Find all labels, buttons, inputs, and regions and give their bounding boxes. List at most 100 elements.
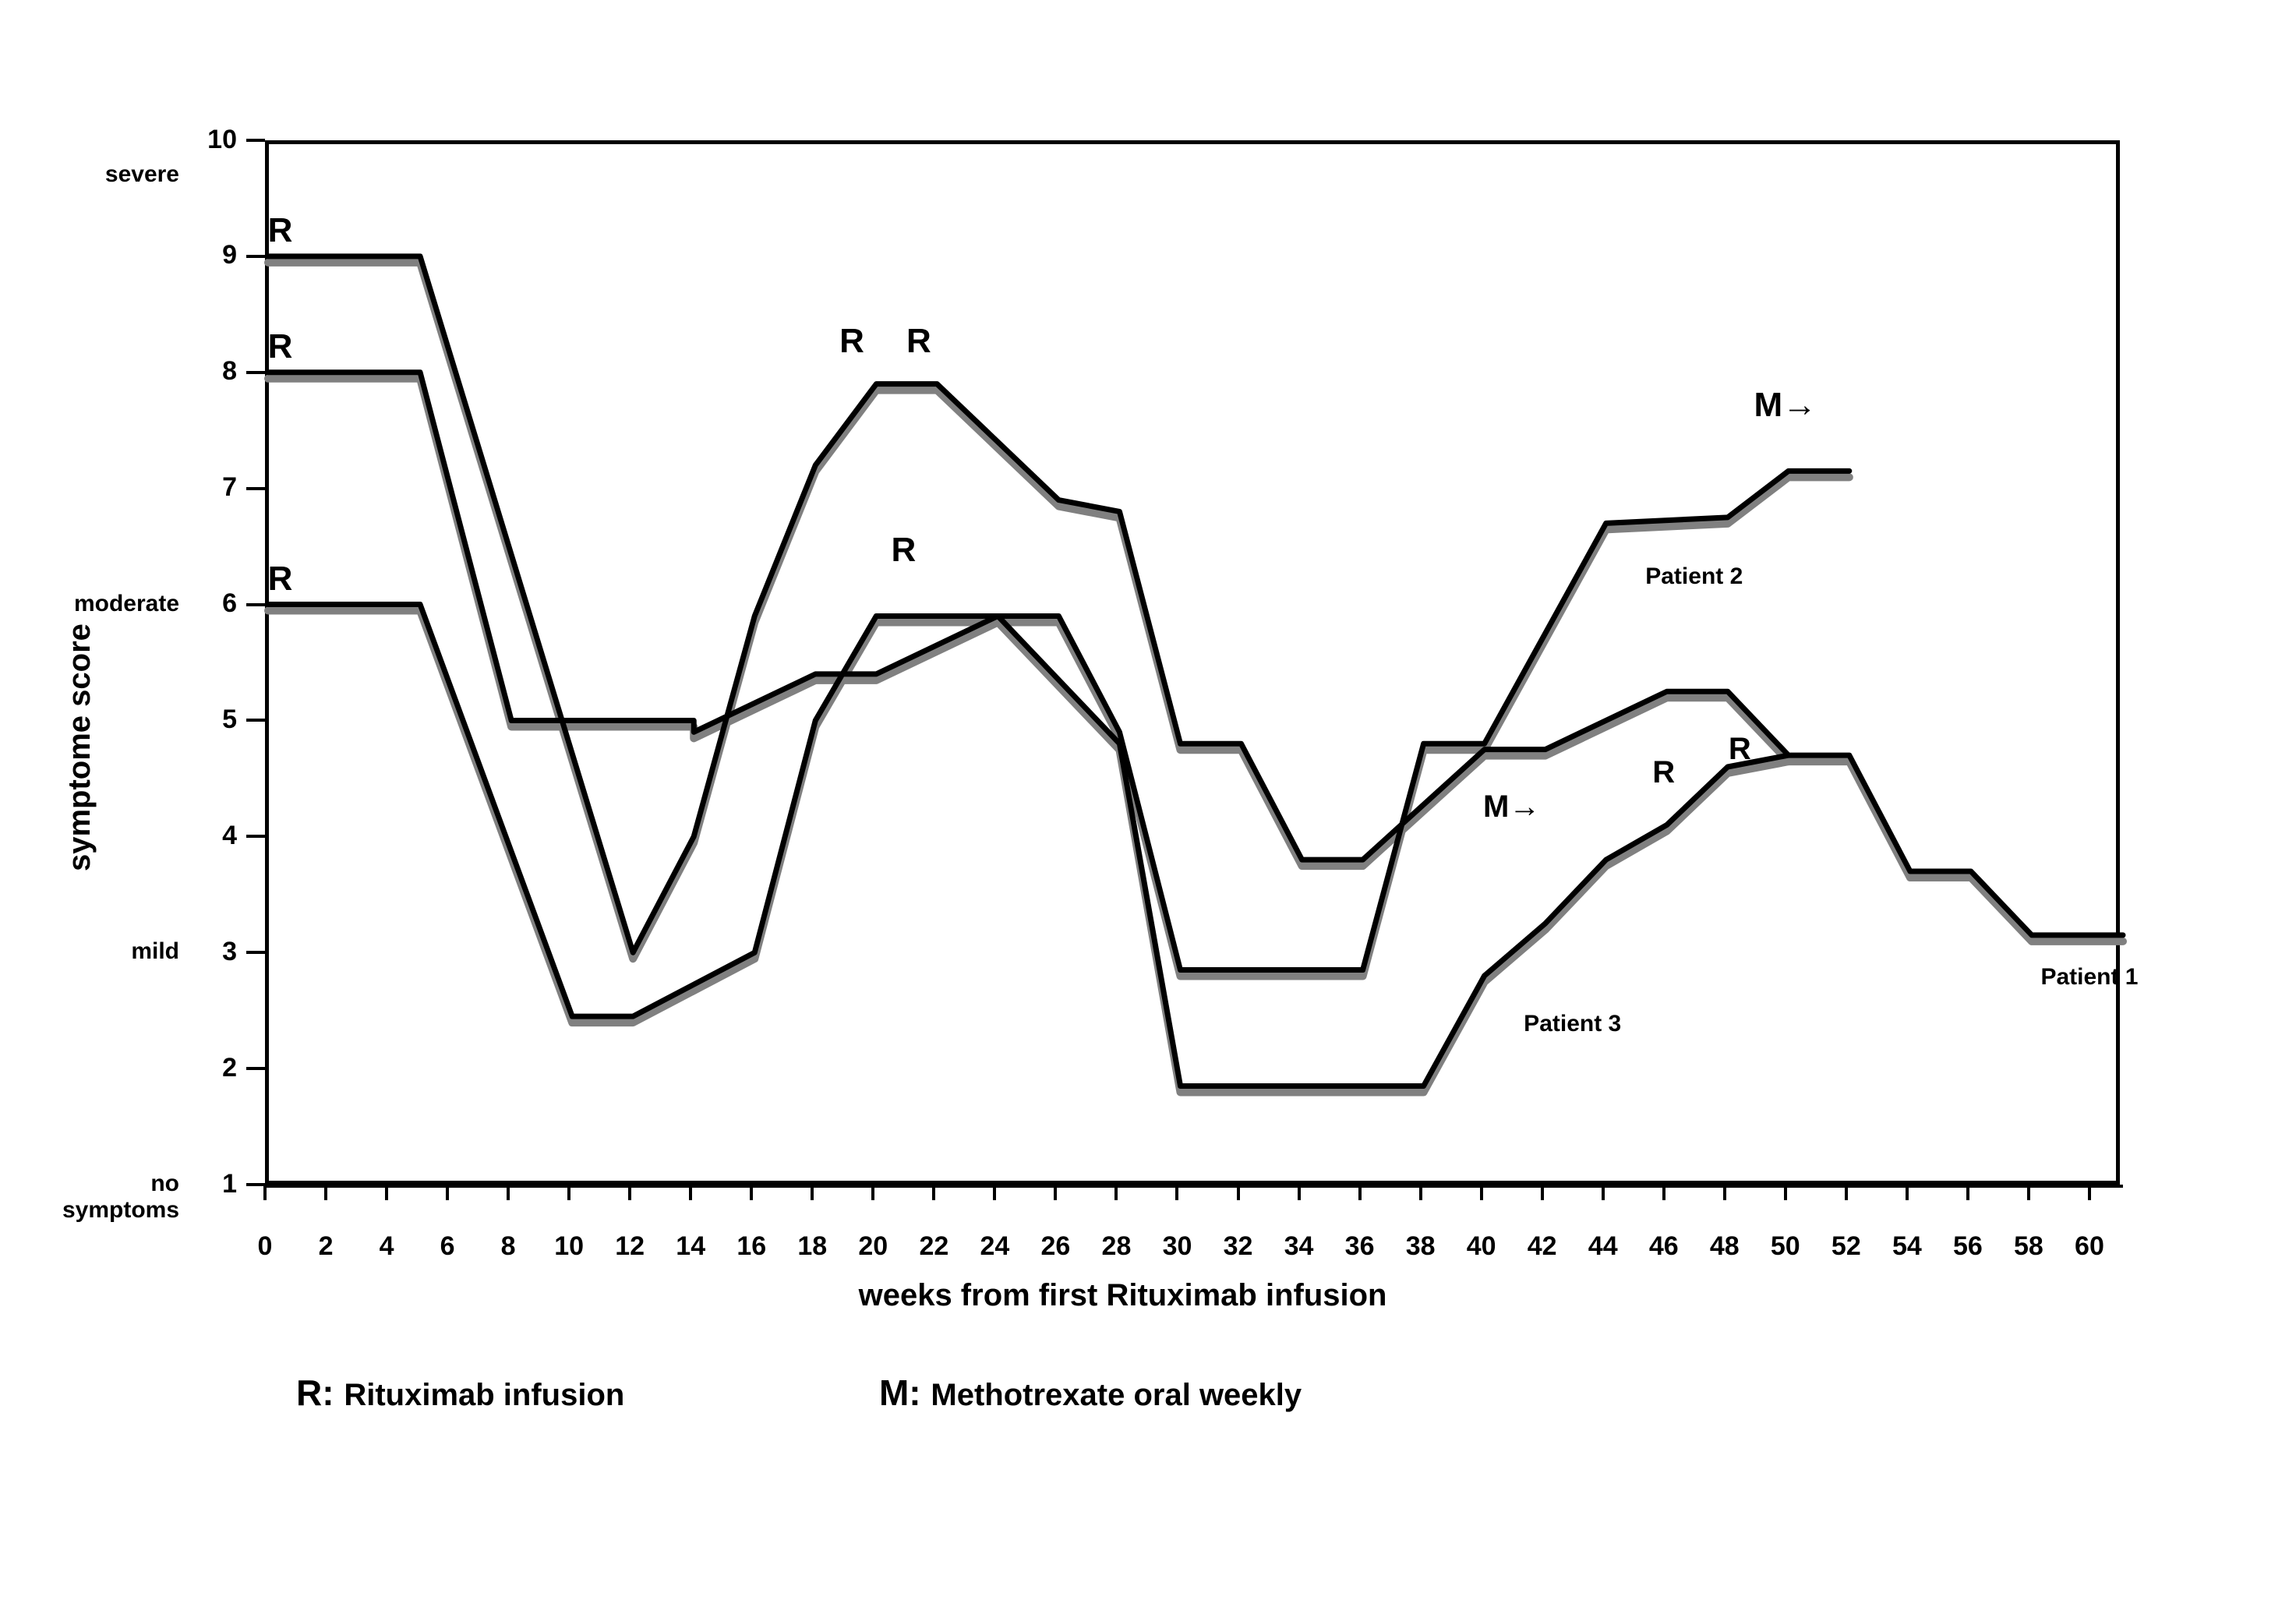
x-tick	[2088, 1185, 2091, 1200]
y-tick-label: 2	[195, 1053, 237, 1083]
y-tick-label: 7	[195, 472, 237, 503]
x-tick-label: 36	[1345, 1231, 1375, 1262]
legend-item: M: Methotrexate oral weekly	[879, 1378, 1302, 1412]
x-tick-label: 26	[1041, 1231, 1071, 1262]
y-tick	[246, 603, 265, 606]
x-tick	[2027, 1185, 2030, 1200]
plot-area	[265, 140, 2123, 1188]
legend-key: M:	[879, 1372, 931, 1413]
y-tick-label: 10	[195, 125, 237, 155]
legend-label: Rituximab infusion	[344, 1378, 624, 1412]
x-tick	[1845, 1185, 1848, 1200]
y-tick-label: 3	[195, 937, 237, 967]
y-category-label: moderate	[23, 591, 179, 617]
x-tick-label: 30	[1163, 1231, 1192, 1262]
x-tick-label: 24	[980, 1231, 1009, 1262]
x-tick-label: 20	[858, 1231, 888, 1262]
y-tick-label: 6	[195, 588, 237, 619]
x-tick	[1723, 1185, 1726, 1200]
x-tick-label: 8	[501, 1231, 516, 1262]
x-axis-label: weeks from first Rituximab infusion	[859, 1278, 1387, 1313]
y-tick	[246, 719, 265, 722]
x-tick	[1237, 1185, 1240, 1200]
x-tick-label: 22	[919, 1231, 948, 1262]
x-tick-label: 32	[1224, 1231, 1253, 1262]
x-tick-label: 2	[319, 1231, 334, 1262]
y-tick	[246, 371, 265, 374]
x-tick-label: 4	[380, 1231, 394, 1262]
x-tick-label: 10	[554, 1231, 584, 1262]
y-tick	[246, 139, 265, 142]
x-tick	[993, 1185, 996, 1200]
x-tick-label: 44	[1588, 1231, 1618, 1262]
x-tick	[385, 1185, 388, 1200]
x-tick	[1114, 1185, 1118, 1200]
x-tick	[1298, 1185, 1301, 1200]
annotation-methotrexate: M→	[1754, 386, 1817, 425]
x-tick	[1480, 1185, 1483, 1200]
x-tick	[446, 1185, 449, 1200]
x-tick	[1966, 1185, 1969, 1200]
y-tick-label: 9	[195, 240, 237, 270]
y-tick	[246, 1067, 265, 1070]
annotation-rituximab: R	[891, 531, 916, 570]
series-label: Patient 3	[1524, 1011, 1621, 1037]
y-tick	[246, 487, 265, 490]
chart-lines	[268, 140, 2123, 1185]
x-tick	[567, 1185, 570, 1200]
annotation-rituximab: R	[1652, 755, 1675, 790]
x-tick-label: 52	[1832, 1231, 1861, 1262]
legend-item: R: Rituximab infusion	[296, 1378, 624, 1412]
x-tick-label: 0	[258, 1231, 273, 1262]
legend-label: Methotrexate oral weekly	[931, 1378, 1302, 1412]
x-tick	[1419, 1185, 1422, 1200]
x-tick-label: 16	[736, 1231, 766, 1262]
x-tick-label: 42	[1528, 1231, 1557, 1262]
x-tick	[263, 1185, 267, 1200]
x-tick	[628, 1185, 631, 1200]
x-tick	[1662, 1185, 1665, 1200]
annotation-rituximab: R	[268, 211, 293, 250]
series-label: Patient 2	[1645, 563, 1743, 590]
chart-container: 12345678910 nosymptomsmildmoderatesevere…	[0, 0, 2296, 1600]
y-tick-label: 4	[195, 821, 237, 851]
x-tick	[1784, 1185, 1787, 1200]
y-tick-label: 1	[195, 1169, 237, 1199]
annotation-methotrexate: M→	[1483, 789, 1540, 825]
x-tick	[1358, 1185, 1362, 1200]
x-tick-label: 18	[797, 1231, 827, 1262]
legend-key: R:	[296, 1372, 344, 1413]
annotation-rituximab: R	[906, 322, 931, 361]
x-tick-label: 58	[2014, 1231, 2043, 1262]
annotation-rituximab: R	[1729, 732, 1751, 767]
x-tick	[1175, 1185, 1178, 1200]
x-tick	[811, 1185, 814, 1200]
series-label: Patient 1	[2040, 964, 2138, 991]
x-tick-label: 14	[676, 1231, 705, 1262]
x-tick	[932, 1185, 935, 1200]
x-tick-label: 6	[440, 1231, 455, 1262]
annotation-rituximab: R	[839, 322, 864, 361]
y-category-label: nosymptoms	[23, 1171, 179, 1224]
x-tick-label: 48	[1710, 1231, 1740, 1262]
x-tick	[1602, 1185, 1605, 1200]
x-tick	[689, 1185, 692, 1200]
x-tick-label: 56	[1953, 1231, 1983, 1262]
x-tick-label: 12	[615, 1231, 645, 1262]
y-tick	[246, 1183, 265, 1186]
y-tick-label: 8	[195, 356, 237, 387]
annotation-rituximab: R	[268, 327, 293, 366]
x-tick-label: 54	[1892, 1231, 1922, 1262]
y-tick-label: 5	[195, 705, 237, 735]
x-tick	[871, 1185, 874, 1200]
x-tick-label: 40	[1467, 1231, 1496, 1262]
x-tick	[1054, 1185, 1057, 1200]
y-category-label: severe	[23, 161, 179, 188]
x-tick	[1541, 1185, 1544, 1200]
x-tick	[1906, 1185, 1909, 1200]
y-tick	[246, 835, 265, 838]
legend: R: Rituximab infusion M: Methotrexate ora…	[296, 1372, 1411, 1414]
x-tick-label: 50	[1771, 1231, 1800, 1262]
x-tick-label: 34	[1284, 1231, 1314, 1262]
x-tick	[507, 1185, 510, 1200]
